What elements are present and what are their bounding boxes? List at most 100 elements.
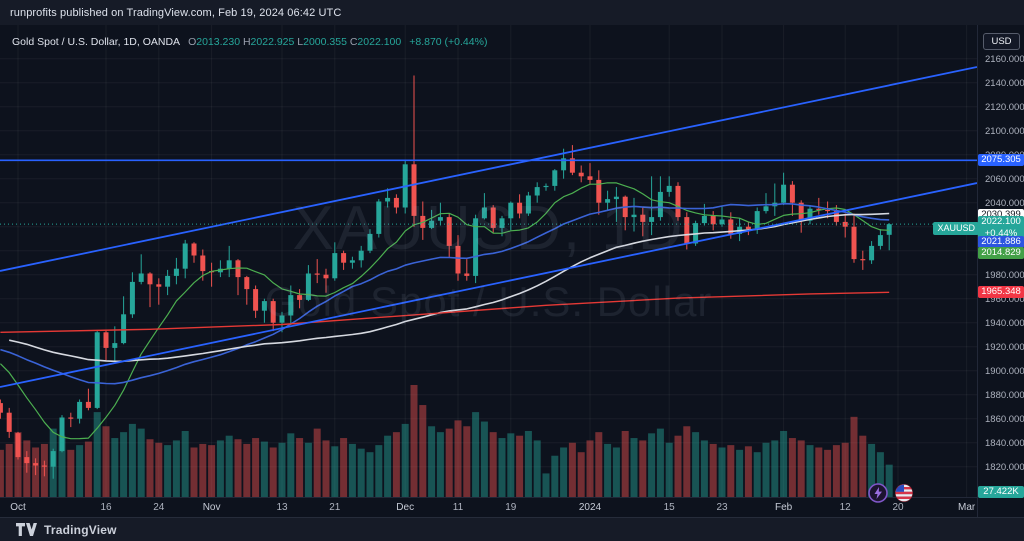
volume-bar: [181, 430, 189, 497]
time-axis[interactable]: Oct 16 24 Nov 13 21 Dec 11 19 2024 15 23 Feb 12 20 Mar: [0, 497, 977, 517]
legend-symbol-title[interactable]: Gold Spot / U.S. Dollar, 1D, OANDA: [12, 36, 181, 48]
volume-bar: [384, 435, 392, 497]
volume-bar: [744, 446, 752, 497]
volume-bar: [137, 428, 145, 497]
moving-average-line: [0, 202, 890, 385]
volume-bar: [824, 449, 832, 497]
candle-body: [429, 220, 435, 228]
tradingview-logo-icon[interactable]: [16, 523, 37, 536]
price-axis-tag: 2014.829: [978, 247, 1024, 259]
candle-body: [684, 217, 690, 244]
volume-bar: [243, 443, 251, 497]
volume-bar: [876, 452, 884, 497]
volume-bar: [621, 430, 629, 497]
volume-bar: [656, 428, 664, 497]
trendline: [0, 66, 977, 272]
volume-bar: [815, 447, 823, 497]
lightning-icon[interactable]: [868, 483, 888, 503]
candle-body: [587, 176, 593, 180]
volume-bar: [885, 464, 893, 497]
publish-header: runprofits published on TradingView.com,…: [0, 0, 1024, 25]
candle-body: [807, 208, 813, 221]
candle-body: [191, 243, 197, 256]
volume-bar: [516, 435, 524, 497]
volume-bar: [700, 440, 708, 497]
candle-body: [657, 191, 663, 218]
price-axis-tag: 2075.305: [978, 154, 1024, 166]
publish-text: runprofits published on TradingView.com,…: [10, 6, 342, 19]
candle-body: [235, 260, 241, 278]
candle-body: [121, 314, 127, 344]
price-tick-label: 1980.000: [985, 269, 1024, 281]
price-tick-label: 1840.000: [985, 437, 1024, 449]
candle-body: [15, 433, 21, 458]
time-tick-label: Mar: [958, 502, 976, 513]
candle-body: [385, 197, 391, 202]
price-tick-label: 1960.000: [985, 293, 1024, 305]
candle-body: [499, 218, 505, 228]
time-tick-label: 2024: [578, 502, 602, 513]
candle-body: [869, 245, 875, 261]
price-axis-tag: 1965.348: [978, 286, 1024, 298]
currency-toggle-button[interactable]: USD: [983, 33, 1020, 50]
candle-body: [701, 215, 707, 224]
volume-bar: [172, 440, 180, 497]
volume-bar: [832, 445, 840, 497]
us-flag-icon[interactable]: [894, 483, 914, 503]
candle-body: [561, 158, 567, 171]
moving-average-line: [9, 212, 890, 363]
volume-bar: [304, 442, 312, 497]
volume-bar: [472, 412, 480, 497]
volume-bar: [0, 449, 4, 497]
candle-body: [393, 197, 399, 208]
volume-bar: [489, 432, 497, 497]
volume-bar: [868, 443, 876, 497]
candle-body: [261, 301, 267, 311]
volume-bar: [674, 435, 682, 497]
price-tick-label: 1880.000: [985, 389, 1024, 401]
trendline: [0, 182, 977, 388]
volume-bar: [234, 439, 242, 497]
volume-bar: [859, 435, 867, 497]
candle-body: [464, 273, 470, 276]
time-tick-label: Nov: [202, 502, 221, 513]
candle-body: [552, 170, 558, 186]
candle-body: [525, 195, 531, 214]
volume-bar: [542, 473, 550, 497]
candle-body: [288, 295, 294, 316]
volume-bar: [296, 438, 304, 497]
candle-body: [631, 214, 637, 218]
candle-body: [851, 226, 857, 260]
candle-body: [640, 214, 646, 222]
time-tick-label: 21: [329, 502, 341, 513]
volume-bar: [665, 442, 673, 497]
volume-bar: [709, 443, 717, 497]
price-tick-label: 2160.000: [985, 53, 1024, 65]
chart-pane: XAUUSD, 1D Gold Spot / U.S. Dollar Gold …: [0, 25, 1024, 517]
price-axis[interactable]: USD 2160.0002140.0002120.0002100.0002080…: [977, 25, 1024, 517]
volume-bar: [762, 442, 770, 497]
price-chart-canvas[interactable]: [0, 25, 977, 497]
price-tick-label: 2120.000: [985, 101, 1024, 113]
price-tick-label: 1820.000: [985, 461, 1024, 473]
volume-bar: [841, 442, 849, 497]
candle-body: [77, 401, 83, 419]
price-tick-label: 2040.000: [985, 197, 1024, 209]
footer-brand-text[interactable]: TradingView: [44, 522, 117, 537]
volume-bar: [683, 426, 691, 497]
time-tick-label: Dec: [396, 502, 415, 513]
volume-bar: [401, 423, 409, 497]
volume-bar: [595, 432, 603, 497]
candle-body: [173, 268, 179, 276]
candle-body: [376, 201, 382, 234]
close-value: 2022.100: [357, 36, 402, 48]
volume-bar: [278, 442, 286, 497]
candle-body: [270, 301, 276, 323]
volume-bar: [14, 432, 22, 497]
time-tick-label: 13: [276, 502, 288, 513]
candle-body: [517, 202, 523, 214]
volume-bar: [164, 445, 172, 497]
volume-bar: [216, 440, 224, 497]
volume-bar: [630, 438, 638, 497]
candle-body: [200, 255, 206, 272]
